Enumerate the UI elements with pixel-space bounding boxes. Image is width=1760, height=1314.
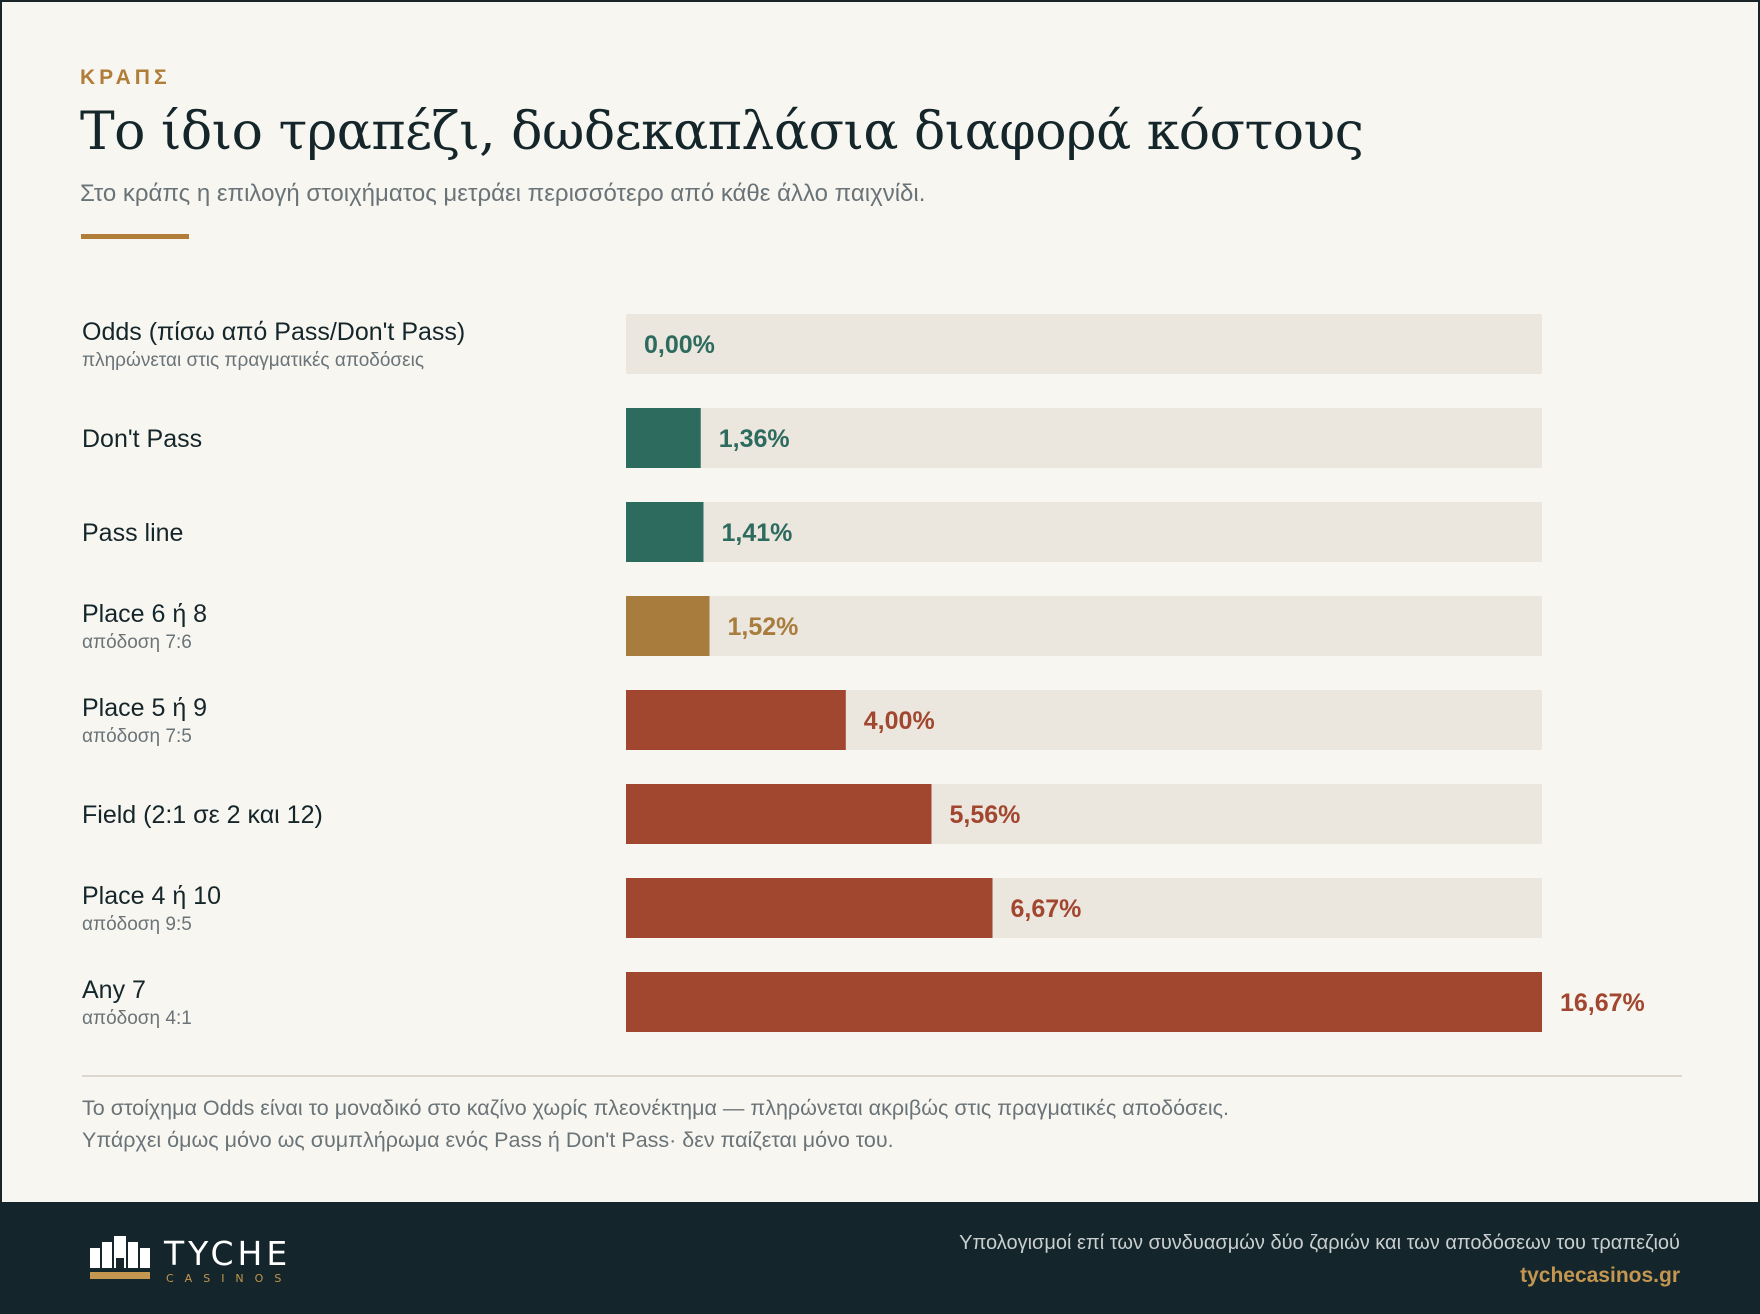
- bar: [626, 878, 993, 938]
- category-label: Field (2:1 σε 2 και 12): [82, 801, 323, 829]
- category-label: Don't Pass: [82, 425, 202, 453]
- house-edge-bar-chart: Odds (πίσω από Pass/Don't Pass) πληρώνετα…: [82, 314, 1645, 1032]
- bar: [626, 596, 710, 656]
- footer-website-link[interactable]: tychecasinos.gr: [1520, 1264, 1680, 1287]
- category-sublabel: απόδοση 9:5: [82, 914, 192, 935]
- bar-track: [626, 314, 1542, 374]
- footnote-line-2: Υπάρχει όμως μόνο ως συμπλήρωμα ενός Pas…: [82, 1128, 894, 1152]
- bar-track: [626, 596, 1542, 656]
- value-label: 16,67%: [1560, 989, 1645, 1017]
- bar-track: [626, 502, 1542, 562]
- category-label: Place 5 ή 9: [82, 694, 207, 722]
- bar: [626, 502, 704, 562]
- value-label: 5,56%: [950, 801, 1021, 829]
- category-label: Place 4 ή 10: [82, 882, 221, 910]
- value-label: 1,36%: [719, 425, 790, 453]
- category-label: Place 6 ή 8: [82, 600, 207, 628]
- value-label: 1,41%: [721, 519, 792, 547]
- category-label: Pass line: [82, 519, 183, 547]
- value-label: 6,67%: [1011, 895, 1082, 923]
- eyebrow-label: ΚΡΑΠΣ: [80, 66, 171, 89]
- bar: [626, 408, 701, 468]
- value-label: 1,52%: [728, 613, 799, 641]
- value-label: 0,00%: [644, 331, 715, 359]
- bar: [626, 784, 932, 844]
- page-title: Το ίδιο τραπέζι, δωδεκαπλάσια διαφορά κό…: [80, 102, 1364, 162]
- footnote-divider: [82, 1075, 1682, 1077]
- category-label: Odds (πίσω από Pass/Don't Pass): [82, 318, 465, 346]
- category-sublabel: απόδοση 7:5: [82, 726, 192, 747]
- category-label: Any 7: [82, 976, 146, 1004]
- footnote: Το στοίχημα Odds είναι το μοναδικό στο κ…: [82, 1092, 1229, 1156]
- bar-track: [626, 408, 1542, 468]
- value-label: 4,00%: [864, 707, 935, 735]
- page-subtitle: Στο κράπς η επιλογή στοιχήματος μετράει …: [80, 180, 926, 207]
- bar: [626, 690, 846, 750]
- brand-name: TYCHE: [164, 1234, 292, 1273]
- footer-bar: TYCHE CASINOS Υπολογισμοί επί των συνδυα…: [0, 1202, 1760, 1314]
- castle-logo-icon: [90, 1236, 150, 1279]
- category-sublabel: πληρώνεται στις πραγματικές αποδόσεις: [82, 350, 424, 371]
- category-sublabel: απόδοση 4:1: [82, 1008, 192, 1029]
- footnote-line-1: Το στοίχημα Odds είναι το μοναδικό στο κ…: [82, 1096, 1230, 1120]
- category-sublabel: απόδοση 7:6: [82, 632, 192, 653]
- footer-source-note: Υπολογισμοί επί των συνδυασμών δύο ζαριώ…: [959, 1232, 1680, 1254]
- accent-divider: [81, 234, 189, 239]
- infographic-card: ΚΡΑΠΣ Το ίδιο τραπέζι, δωδεκαπλάσια διαφ…: [0, 0, 1760, 1202]
- bar: [626, 972, 1542, 1032]
- brand-subtitle: CASINOS: [166, 1272, 293, 1285]
